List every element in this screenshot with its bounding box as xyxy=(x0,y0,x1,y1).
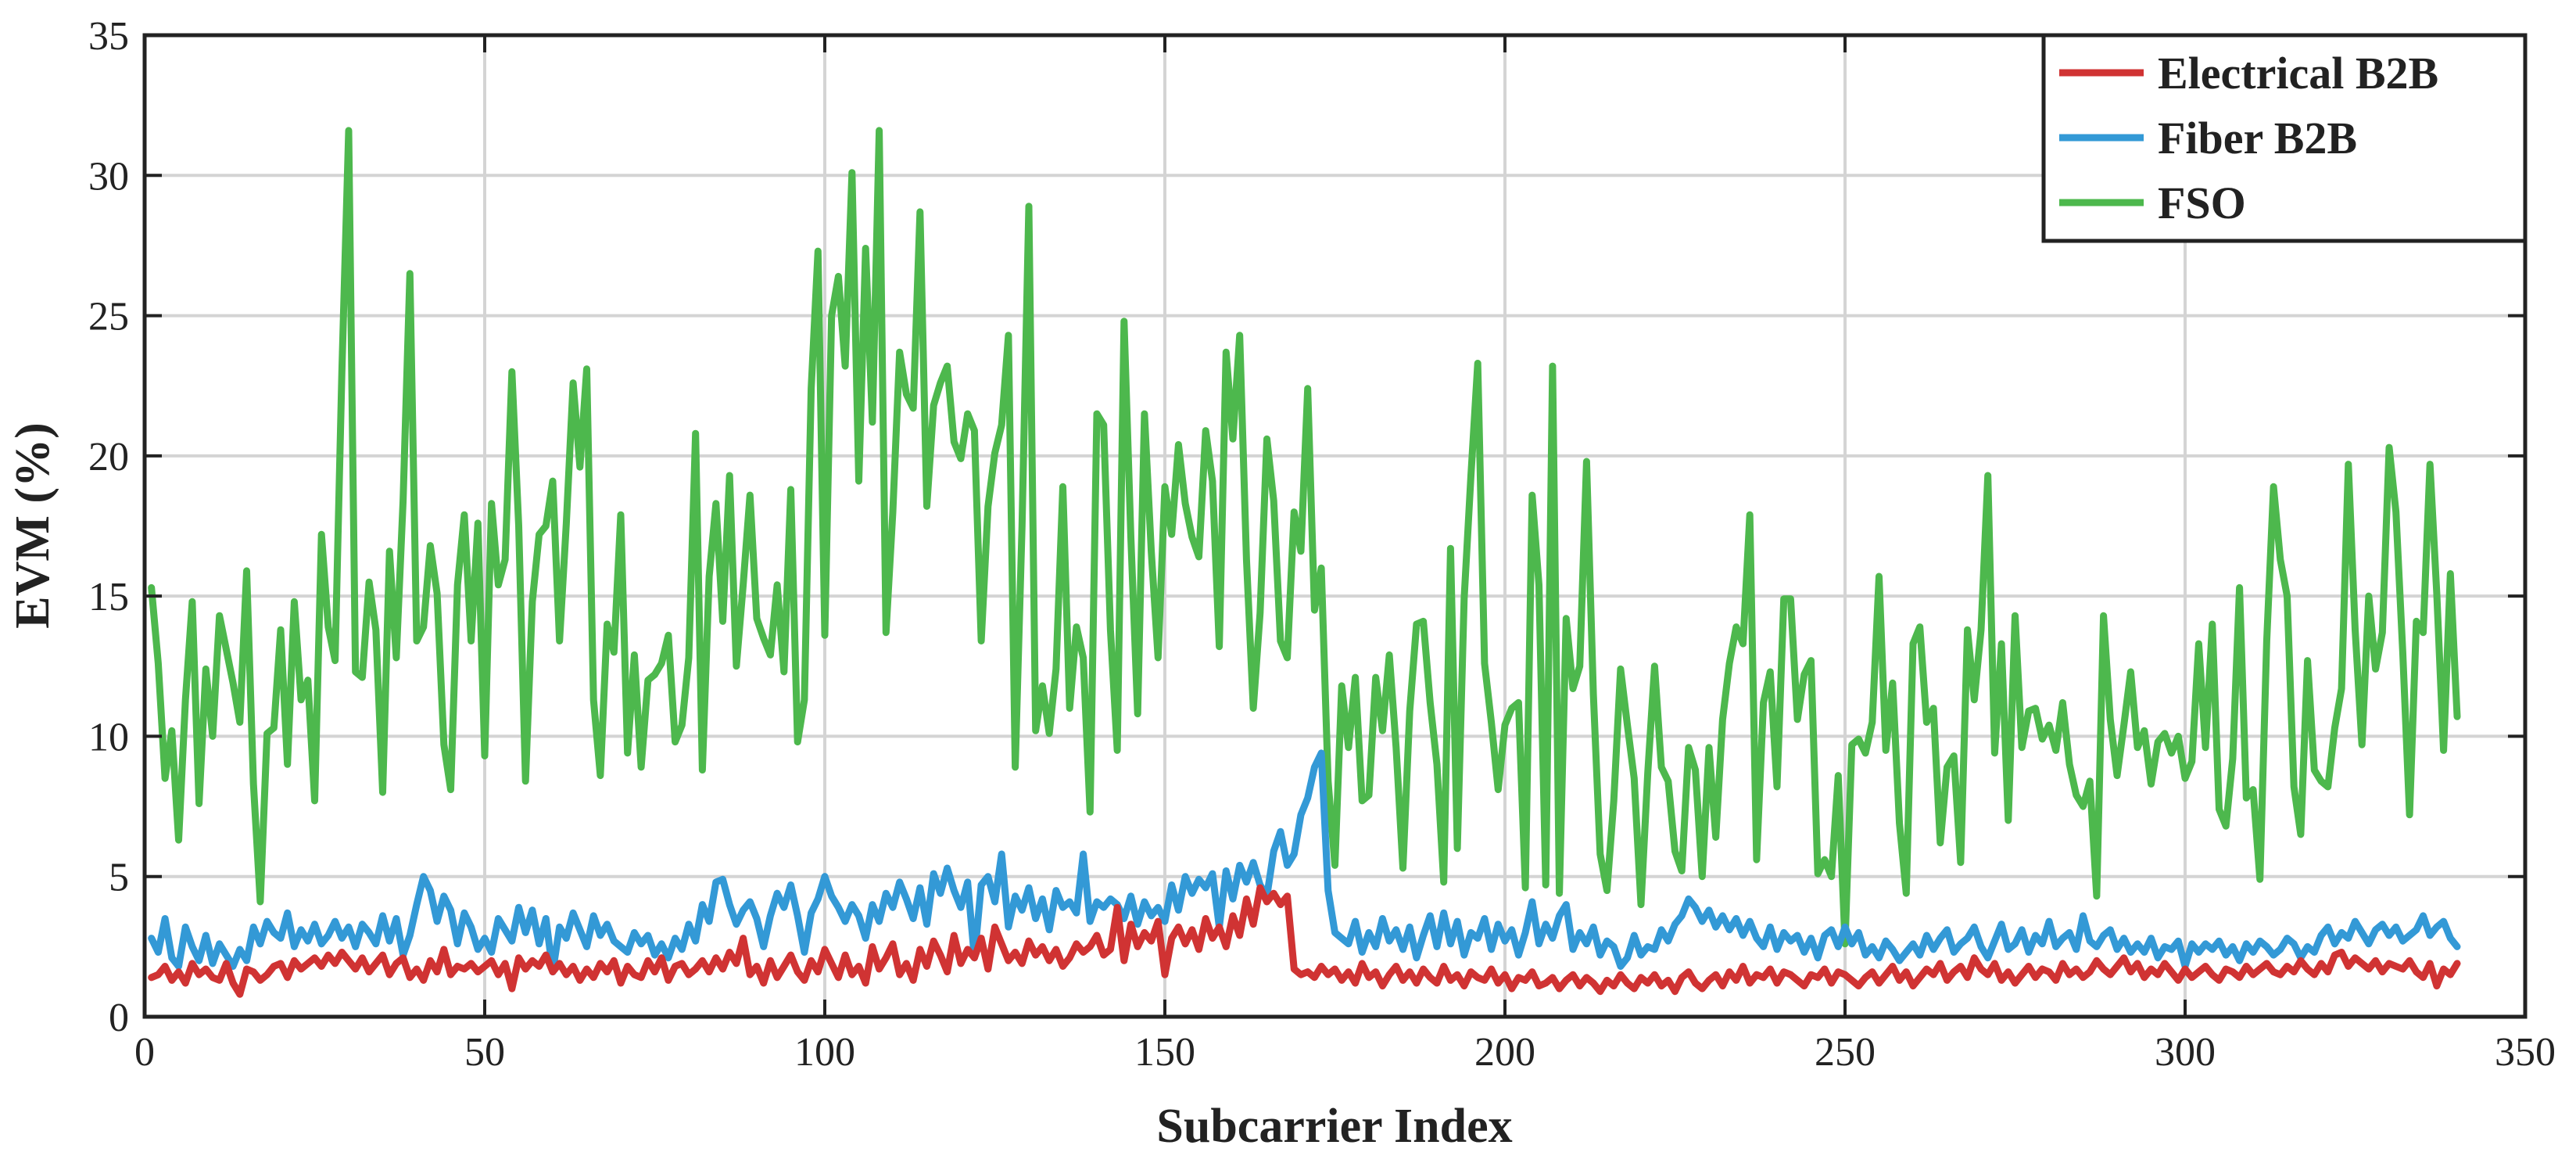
y-tick-label: 0 xyxy=(109,996,129,1040)
y-tick-label: 15 xyxy=(88,575,129,619)
legend: Electrical B2B Fiber B2B FSO xyxy=(2041,33,2528,243)
legend-label-fiber-b2b: Fiber B2B xyxy=(2158,113,2357,163)
x-tick-label: 50 xyxy=(464,1030,505,1075)
x-tick-label: 150 xyxy=(1134,1030,1195,1075)
y-tick-label: 25 xyxy=(88,295,129,339)
x-tick-label: 0 xyxy=(134,1030,155,1075)
y-tick-label: 35 xyxy=(88,14,129,59)
y-tick-label: 20 xyxy=(88,435,129,479)
axis-ticks xyxy=(143,34,2527,1018)
x-axis-title: Subcarrier Index xyxy=(1156,1100,1512,1153)
x-tick-label: 200 xyxy=(1474,1030,1535,1075)
y-tick-label: 5 xyxy=(109,856,129,900)
series-line-fso xyxy=(148,127,2461,948)
x-tick-label: 350 xyxy=(2495,1030,2556,1075)
legend-label-fso: FSO xyxy=(2158,178,2246,228)
y-tick-label: 10 xyxy=(88,715,129,759)
legend-label-electrical-b2b: Electrical B2B xyxy=(2158,48,2438,99)
plot-frame xyxy=(142,33,2528,1019)
series-line-fiber-b2b xyxy=(148,749,2461,976)
tick-labels: 0 50 100 150 200 250 300 350 0 5 10 15 20 25 30 35 xyxy=(88,14,2556,1075)
y-tick-label: 30 xyxy=(88,154,129,199)
x-tick-label: 300 xyxy=(2155,1030,2216,1075)
x-tick-label: 100 xyxy=(794,1030,855,1075)
series-lines xyxy=(148,127,2461,998)
series-line-electrical-b2b xyxy=(148,884,2461,998)
y-axis-title: EVM (%) xyxy=(6,422,59,628)
x-tick-label: 250 xyxy=(1815,1030,1876,1075)
